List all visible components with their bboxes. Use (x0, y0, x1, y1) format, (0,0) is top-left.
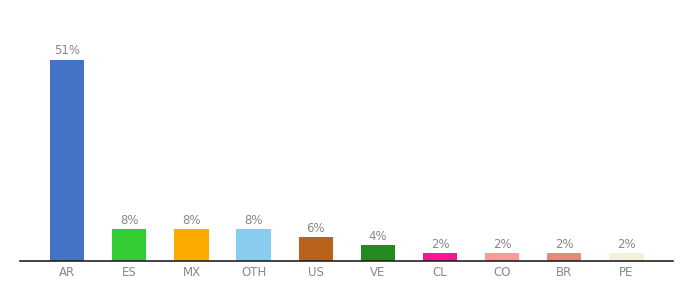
Text: 8%: 8% (244, 214, 263, 227)
Text: 8%: 8% (120, 214, 139, 227)
Text: 2%: 2% (430, 238, 449, 251)
Text: 2%: 2% (493, 238, 511, 251)
Bar (485, 253, 520, 261)
Text: 4%: 4% (369, 230, 387, 243)
Bar (423, 253, 457, 261)
Bar (609, 253, 643, 261)
Bar (50, 59, 84, 261)
Bar (174, 230, 209, 261)
Bar (299, 237, 333, 261)
Bar (547, 253, 581, 261)
Text: 8%: 8% (182, 214, 201, 227)
Text: 2%: 2% (617, 238, 636, 251)
Bar (112, 230, 146, 261)
Text: 6%: 6% (307, 222, 325, 235)
Bar (237, 230, 271, 261)
Text: 51%: 51% (54, 44, 80, 57)
Text: 2%: 2% (555, 238, 574, 251)
Bar (361, 245, 395, 261)
